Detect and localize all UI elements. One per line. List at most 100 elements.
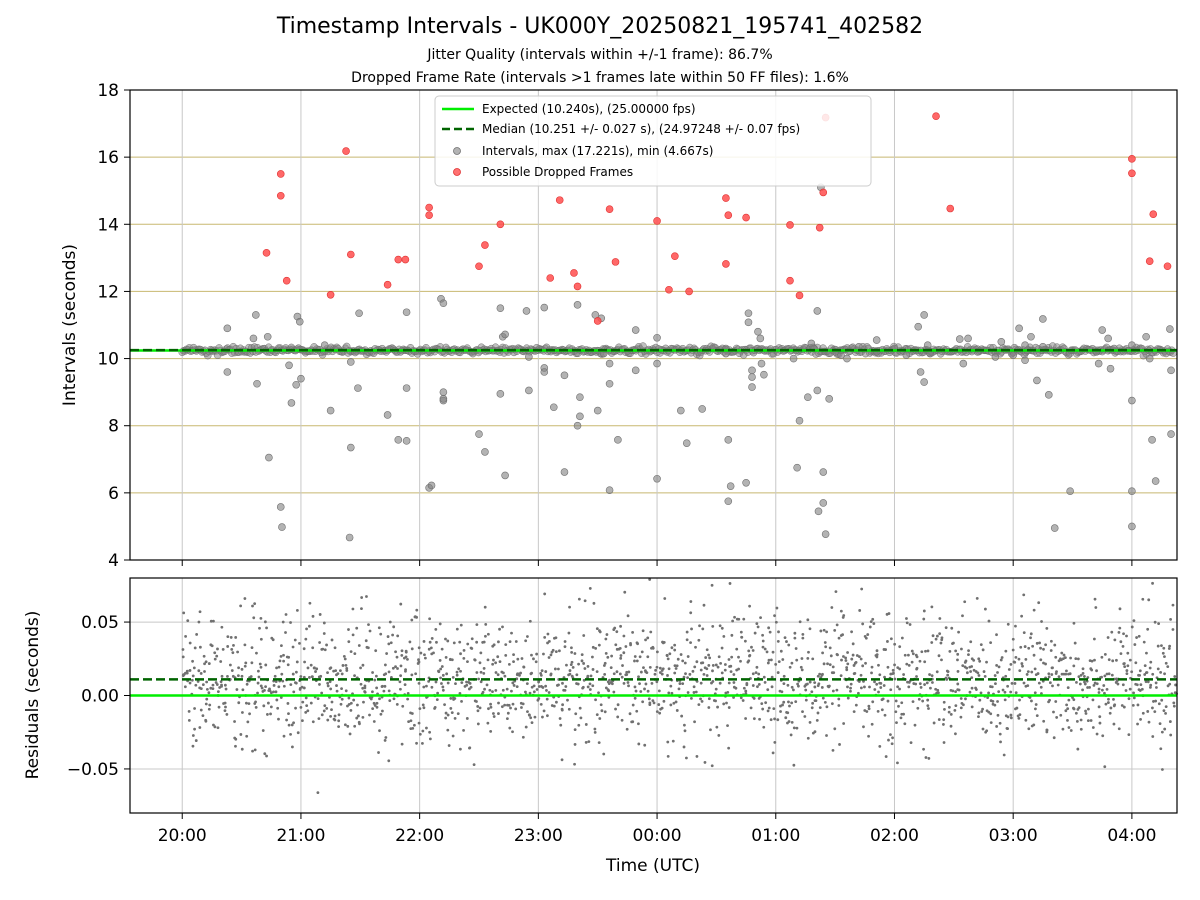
residual-point	[438, 659, 442, 662]
residual-point	[388, 620, 392, 624]
residual-point	[669, 684, 673, 688]
residual-point	[422, 706, 426, 710]
residual-point	[532, 690, 536, 694]
residual-point	[491, 690, 494, 694]
residual-point	[245, 682, 249, 686]
residual-point	[752, 717, 756, 721]
residual-point	[232, 643, 235, 647]
residual-point	[1062, 653, 1066, 657]
residual-point	[942, 723, 945, 726]
residual-point	[923, 660, 927, 664]
residual-point	[573, 743, 577, 746]
residual-point	[555, 700, 558, 704]
residual-point	[262, 704, 266, 708]
residual-point	[450, 711, 454, 715]
residual-point	[749, 706, 753, 710]
residual-point	[766, 709, 770, 713]
residual-point	[648, 578, 652, 581]
residual-point	[1037, 601, 1041, 605]
residual-point	[1084, 709, 1087, 713]
residual-point	[440, 647, 444, 651]
interval-point	[345, 533, 354, 542]
residual-point	[492, 712, 495, 715]
residual-point	[250, 661, 254, 665]
residual-point	[631, 703, 635, 707]
residual-point	[329, 714, 333, 718]
residual-point	[790, 661, 794, 665]
residual-point	[1092, 683, 1096, 687]
residual-point	[1141, 711, 1145, 715]
residual-point	[1105, 687, 1109, 691]
residual-point	[330, 700, 334, 704]
residual-point	[593, 727, 597, 731]
residual-point	[446, 713, 450, 717]
residual-point	[318, 613, 322, 616]
residual-point	[353, 674, 356, 677]
residual-point	[655, 665, 659, 669]
residual-point	[692, 691, 696, 694]
residual-point	[294, 706, 297, 710]
residual-point	[750, 645, 753, 649]
residual-point	[723, 668, 727, 672]
residual-point	[565, 663, 568, 667]
residual-point	[771, 650, 775, 654]
residual-point	[204, 718, 208, 722]
residual-point	[315, 667, 319, 671]
residual-point	[1075, 680, 1078, 684]
residual-point	[673, 671, 677, 675]
residual-point	[789, 733, 793, 737]
residual-point	[646, 655, 650, 659]
residual-point	[360, 596, 364, 599]
residual-point	[641, 700, 645, 704]
residual-point	[203, 662, 206, 666]
residual-point	[569, 663, 573, 666]
residual-point	[469, 685, 473, 689]
residual-point	[1006, 622, 1010, 626]
residual-point	[546, 632, 550, 636]
residual-point	[355, 716, 359, 720]
residual-point	[930, 674, 934, 678]
residual-point	[875, 653, 879, 657]
residual-point	[793, 631, 797, 635]
residual-point	[481, 690, 485, 694]
residual-point	[626, 614, 630, 618]
residual-point	[779, 649, 783, 653]
residual-point	[422, 640, 426, 643]
dropped-frame-point	[555, 196, 564, 204]
residual-point	[646, 636, 650, 640]
residual-point	[577, 723, 581, 727]
residual-point	[1104, 702, 1108, 706]
residual-point	[459, 652, 462, 656]
residual-point	[896, 761, 899, 765]
residual-point	[1156, 644, 1160, 648]
residual-point	[406, 691, 410, 695]
interval-point	[285, 361, 293, 370]
residual-point	[774, 620, 778, 624]
residual-point	[768, 630, 772, 634]
residual-point	[714, 663, 718, 667]
residual-point	[258, 626, 261, 630]
residual-point	[693, 720, 696, 724]
residual-point	[766, 688, 770, 692]
residual-point	[368, 713, 371, 717]
residual-point	[507, 662, 511, 666]
interval-point	[1145, 354, 1154, 363]
residual-point	[773, 717, 776, 721]
residual-point	[677, 687, 681, 691]
residual-point	[441, 685, 445, 689]
residual-point	[427, 647, 431, 651]
residual-point	[207, 662, 211, 665]
residual-point	[348, 732, 352, 736]
residual-point	[757, 672, 761, 676]
residual-point	[341, 664, 345, 667]
residual-point	[1174, 683, 1177, 687]
residual-point	[910, 649, 914, 653]
residual-point	[755, 665, 759, 669]
residual-point	[220, 625, 224, 629]
residual-point	[714, 699, 717, 703]
residual-point	[437, 669, 440, 673]
residual-point	[835, 688, 839, 692]
residual-point	[603, 661, 607, 665]
residual-point	[920, 650, 924, 654]
residual-point	[342, 654, 346, 658]
